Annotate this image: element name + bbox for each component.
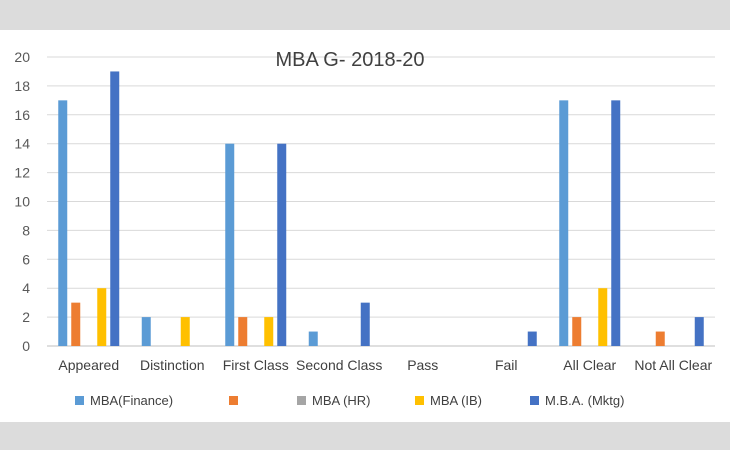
category-label: First Class: [223, 357, 289, 373]
category-label: Fail: [495, 357, 518, 373]
category-label: Appeared: [58, 357, 119, 373]
bar-appeared-series-1: [71, 302, 81, 346]
legend-swatch: [530, 396, 539, 405]
y-tick-label: 2: [22, 309, 30, 325]
y-tick-label: 18: [14, 78, 30, 94]
category-label: Not All Clear: [634, 357, 712, 373]
legend-swatch: [415, 396, 424, 405]
legend-label: MBA(Finance): [90, 393, 173, 408]
y-tick-label: 12: [14, 165, 30, 181]
legend-swatch: [297, 396, 306, 405]
bar-appeared-series-3: [97, 288, 107, 346]
y-tick-label: 8: [22, 222, 30, 238]
legend-swatch: [229, 396, 238, 405]
legend: MBA(Finance) MBA (HR) MBA (IB) M.B.A. (Mktg…: [75, 393, 624, 408]
bar-not-all-clear-series-1: [655, 331, 665, 346]
legend-label: MBA (IB): [430, 393, 482, 408]
bar-fail-series-4: [527, 331, 537, 346]
category-label: Second Class: [296, 357, 382, 373]
bar-first-class-series-3: [264, 317, 274, 346]
gridlines: [47, 56, 715, 347]
bar-first-class-series-4: [277, 143, 287, 346]
bar-all-clear-series-1: [572, 317, 582, 346]
bar-appeared-series-4: [110, 71, 120, 346]
bar-distinction-series-0: [141, 317, 151, 346]
y-tick-label: 20: [14, 49, 30, 65]
y-tick-label: 0: [22, 338, 30, 354]
bar-all-clear-series-4: [611, 100, 621, 346]
category-label: Pass: [407, 357, 438, 373]
y-axis-ticks: 0 2 4 6 8 10 12 14 16 18 20: [14, 49, 30, 354]
legend-label: MBA (HR): [312, 393, 371, 408]
bars: [58, 71, 704, 346]
bar-all-clear-series-0: [559, 100, 569, 346]
bar-first-class-series-1: [238, 317, 248, 346]
bar-all-clear-series-3: [598, 288, 608, 346]
bar-distinction-series-3: [180, 317, 190, 346]
y-tick-label: 10: [14, 194, 30, 210]
category-label: All Clear: [563, 357, 616, 373]
y-tick-label: 6: [22, 251, 30, 267]
bar-second-class-series-4: [360, 302, 370, 346]
y-tick-label: 16: [14, 107, 30, 123]
bar-first-class-series-0: [225, 143, 235, 346]
chart-title: MBA G- 2018-20: [276, 49, 425, 71]
bar-second-class-series-0: [308, 331, 318, 346]
bar-not-all-clear-series-4: [694, 317, 704, 346]
y-tick-label: 4: [22, 280, 30, 296]
chart-card: 0 2 4 6 8 10 12 14 16 18 20 Appeared Distinction Fir…: [0, 30, 730, 422]
category-label: Distinction: [140, 357, 205, 373]
legend-swatch: [75, 396, 84, 405]
x-axis-categories: Appeared Distinction First Class Second Cla…: [58, 357, 712, 373]
bar-appeared-series-0: [58, 100, 68, 346]
y-tick-label: 14: [14, 136, 30, 152]
bar-chart: 0 2 4 6 8 10 12 14 16 18 20 Appeared Distinction Fir…: [14, 49, 715, 408]
legend-label: M.B.A. (Mktg): [545, 393, 624, 408]
